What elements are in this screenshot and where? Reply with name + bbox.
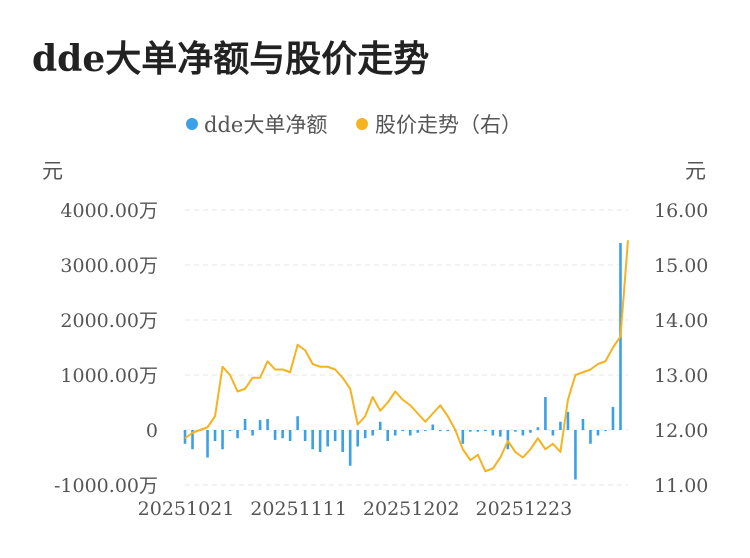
legend-bar-label: dde大单净额	[204, 113, 327, 137]
bar	[611, 406, 615, 430]
bar	[566, 411, 570, 430]
line-series	[184, 240, 629, 473]
right-tick-label: 11.00	[654, 475, 708, 497]
bar	[544, 397, 547, 430]
bar	[378, 421, 382, 430]
legend-line-marker	[356, 118, 368, 130]
bar	[446, 430, 450, 432]
bar	[423, 430, 427, 432]
bar	[356, 430, 359, 447]
right-tick-label: 13.00	[654, 365, 708, 387]
bar	[333, 430, 337, 441]
right-tick-label: 12.00	[654, 420, 708, 442]
bar	[371, 430, 375, 436]
bar	[266, 419, 269, 430]
bar	[393, 430, 397, 436]
bar	[551, 430, 555, 436]
bar	[408, 430, 412, 436]
bar	[461, 430, 465, 444]
bar	[288, 430, 292, 441]
bar	[559, 421, 562, 430]
bar	[476, 430, 480, 432]
bar	[258, 420, 262, 430]
x-axis-ticks: 20251021 20251111 20251202 20251223	[138, 498, 573, 520]
bar	[386, 430, 390, 441]
bar	[438, 430, 442, 432]
left-tick-label: -1000.00万	[54, 475, 158, 497]
legend-item-line[interactable]: 股价走势（右）	[356, 113, 522, 137]
bar	[191, 430, 194, 450]
left-tick-label: 4000.00万	[60, 200, 158, 222]
x-tick-label: 20251202	[363, 498, 460, 520]
right-tick-label: 16.00	[654, 200, 708, 222]
x-tick-label: 20251223	[476, 498, 573, 520]
bar-series	[183, 243, 622, 480]
bar	[303, 430, 307, 441]
bar	[348, 430, 352, 466]
left-tick-label: 3000.00万	[60, 255, 158, 277]
right-axis-ticks: 16.00 15.00 14.00 13.00 12.00 11.00	[654, 200, 708, 497]
x-tick-label: 20251021	[138, 498, 235, 520]
bar	[604, 430, 607, 432]
bar	[514, 430, 517, 432]
bar	[311, 430, 314, 450]
bar	[574, 430, 577, 480]
legend-line-label: 股价走势（右）	[375, 113, 522, 137]
bar	[589, 430, 592, 444]
bar	[581, 419, 585, 430]
bar	[281, 430, 284, 439]
bar	[363, 430, 367, 439]
legend-item-bar[interactable]: dde大单净额	[186, 113, 327, 137]
bar	[206, 430, 209, 458]
legend[interactable]: dde大单净额 股价走势（右）	[186, 113, 522, 137]
left-axis-unit: 元	[42, 159, 63, 183]
bar	[484, 430, 487, 432]
bar	[491, 430, 495, 436]
page-title: dde大单净额与股价走势	[32, 38, 430, 80]
bar	[469, 430, 472, 432]
right-tick-label: 14.00	[654, 310, 708, 332]
bar	[251, 430, 254, 436]
x-tick-label: 20251111	[250, 498, 347, 520]
bar	[596, 430, 600, 436]
left-tick-label: 2000.00万	[60, 310, 158, 332]
bar	[318, 430, 322, 452]
left-tick-label: 1000.00万	[60, 365, 158, 387]
bar	[416, 430, 420, 433]
bar	[506, 430, 510, 450]
bar	[341, 430, 344, 452]
bar	[243, 419, 247, 430]
bar	[228, 430, 232, 432]
bar	[296, 416, 299, 430]
bar	[213, 430, 217, 441]
bar	[183, 430, 187, 444]
bar	[536, 427, 540, 430]
legend-bar-marker	[186, 118, 198, 130]
bar	[529, 430, 532, 433]
left-axis-ticks: 4000.00万 3000.00万 2000.00万 1000.00万 0 -1000.0…	[54, 200, 158, 497]
right-tick-label: 15.00	[654, 255, 708, 277]
bar	[401, 430, 405, 432]
bar	[521, 430, 525, 436]
bar	[499, 430, 502, 437]
bar	[431, 424, 435, 430]
bar	[326, 430, 329, 447]
bar	[236, 430, 239, 439]
price-line	[184, 240, 629, 473]
bar	[221, 430, 224, 450]
bar	[273, 430, 277, 440]
left-tick-label: 0	[146, 420, 158, 442]
right-axis-unit: 元	[685, 159, 706, 183]
